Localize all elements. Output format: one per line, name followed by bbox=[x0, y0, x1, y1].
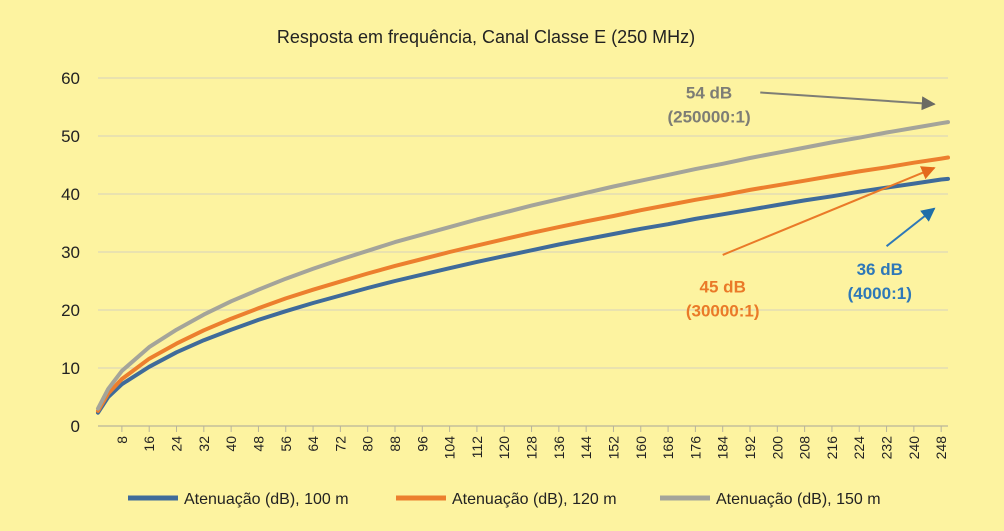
x-tick-label: 104 bbox=[442, 436, 458, 460]
y-axis: 0 10 20 30 40 50 60 bbox=[61, 69, 80, 436]
annotation-value: 54 dB bbox=[686, 83, 732, 102]
x-tick-label: 152 bbox=[605, 436, 621, 460]
x-tick-label: 160 bbox=[633, 436, 649, 460]
series-line-3 bbox=[96, 120, 950, 411]
x-tick-label: 240 bbox=[906, 436, 922, 460]
x-tick-label: 64 bbox=[305, 436, 321, 452]
x-axis: 8 16 24 32 40 48 56 64 72 80 88 96 104 112 120 128 136 14… bbox=[114, 426, 949, 459]
x-tick-label: 48 bbox=[250, 436, 266, 452]
x-tick-label: 8 bbox=[114, 436, 130, 444]
x-tick-label: 200 bbox=[769, 436, 785, 460]
annotation-arrow bbox=[722, 166, 936, 256]
annotation-value: 36 dB bbox=[857, 260, 903, 279]
annotation-ratio: (4000:1) bbox=[848, 284, 912, 303]
x-tick-label: 72 bbox=[332, 436, 348, 452]
annotations: 54 dB (250000:1) 45 dB (30000:1) 36 dB (4000:… bbox=[667, 83, 936, 321]
legend-label: Atenuação (dB), 100 m bbox=[184, 491, 349, 508]
x-tick-label: 192 bbox=[742, 436, 758, 460]
grid bbox=[98, 77, 948, 427]
x-tick-label: 32 bbox=[196, 436, 212, 452]
x-tick-label: 80 bbox=[360, 436, 376, 452]
chart-title: Resposta em frequência, Canal Classe E (… bbox=[277, 27, 695, 47]
y-tick-label: 40 bbox=[61, 185, 80, 204]
x-tick-label: 88 bbox=[387, 436, 403, 452]
annotation-ratio: (30000:1) bbox=[686, 302, 760, 321]
x-tick-label: 184 bbox=[715, 436, 731, 460]
x-tick-label: 136 bbox=[551, 436, 567, 460]
x-tick-label: 144 bbox=[578, 436, 594, 460]
x-tick-label: 216 bbox=[824, 436, 840, 460]
annotation-value: 45 dB bbox=[700, 278, 746, 297]
annotation-arrow bbox=[760, 91, 936, 111]
x-tick-label: 232 bbox=[879, 436, 895, 460]
x-tick-label: 128 bbox=[524, 436, 540, 460]
x-tick-label: 96 bbox=[414, 436, 430, 452]
annotation-ratio: (250000:1) bbox=[667, 107, 750, 126]
x-tick-label: 16 bbox=[141, 436, 157, 452]
series-line-2 bbox=[96, 155, 950, 413]
x-tick-label: 24 bbox=[169, 436, 185, 452]
x-tick-label: 56 bbox=[278, 436, 294, 452]
x-tick-label: 248 bbox=[933, 436, 949, 460]
series-line-1 bbox=[96, 176, 950, 415]
x-tick-label: 120 bbox=[496, 436, 512, 460]
y-tick-label: 20 bbox=[61, 301, 80, 320]
legend-label: Atenuação (dB), 150 m bbox=[716, 491, 881, 508]
x-tick-label: 224 bbox=[851, 436, 867, 460]
x-tick-label: 40 bbox=[223, 436, 239, 452]
legend-label: Atenuação (dB), 120 m bbox=[452, 491, 617, 508]
y-tick-label: 30 bbox=[61, 243, 80, 262]
y-tick-label: 10 bbox=[61, 359, 80, 378]
x-tick-label: 168 bbox=[660, 436, 676, 460]
y-tick-label: 50 bbox=[61, 127, 80, 146]
series-lines bbox=[96, 120, 950, 415]
annotation-arrow bbox=[885, 207, 936, 247]
legend: Atenuação (dB), 100 m Atenuação (dB), 120… bbox=[128, 491, 881, 508]
x-tick-label: 176 bbox=[687, 436, 703, 460]
y-tick-label: 60 bbox=[61, 69, 80, 88]
x-tick-label: 208 bbox=[797, 436, 813, 460]
x-tick-label: 112 bbox=[469, 436, 485, 459]
y-tick-label: 0 bbox=[71, 417, 80, 436]
